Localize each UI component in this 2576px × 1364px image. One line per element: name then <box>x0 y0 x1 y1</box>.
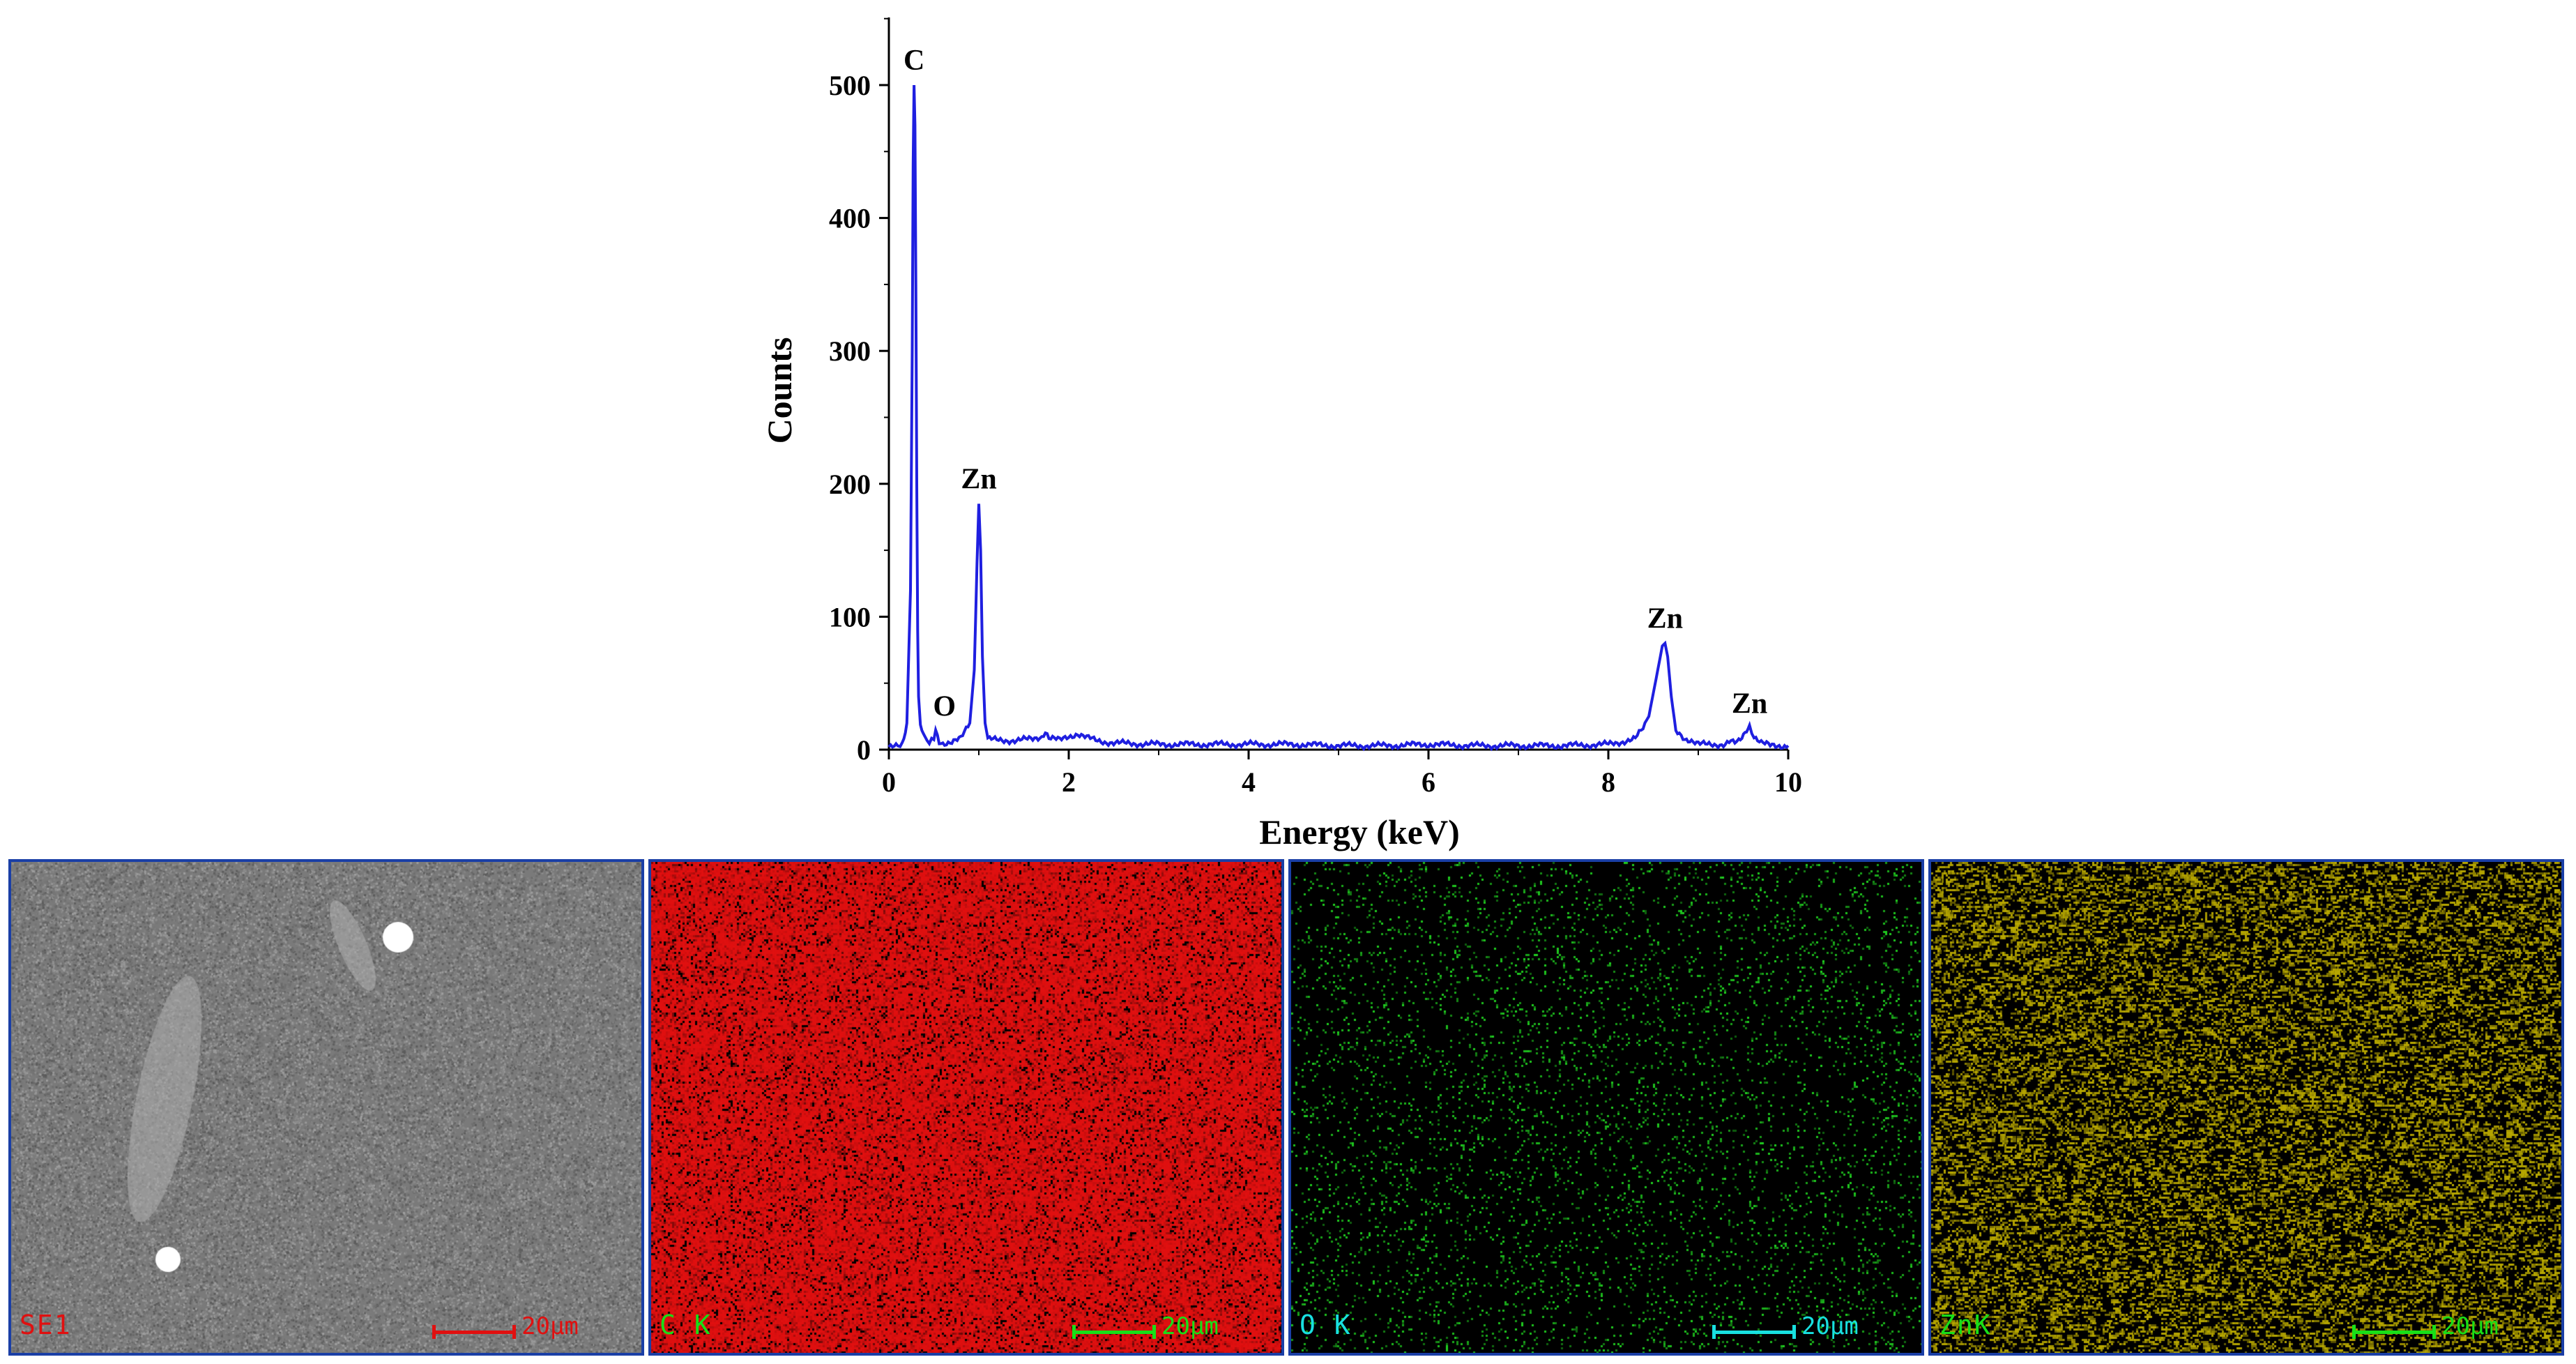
scale-text: 20μm <box>2441 1312 2499 1340</box>
oxygen-map-image <box>1291 862 1921 1353</box>
sem-image <box>11 862 641 1353</box>
y-tick-label: 500 <box>829 70 871 101</box>
y-tick-label: 400 <box>829 203 871 234</box>
map-panel-se1: SE1 20μm <box>8 859 644 1356</box>
scale-text: 20μm <box>1801 1312 1859 1340</box>
scale-text: 20μm <box>521 1312 579 1340</box>
y-tick-label: 100 <box>829 601 871 632</box>
map-label: SE1 <box>20 1310 72 1340</box>
peak-label: Zn <box>1732 688 1767 720</box>
map-panel-o-k: O K 20μm <box>1288 859 1924 1356</box>
y-axis-label: Counts <box>760 338 799 444</box>
eds-spectrum-chart: 0 100 200 300 400 500 0 2 4 6 8 10 C O Zn Zn Zn Counts E… <box>760 17 1802 851</box>
scale-bar: 20μm <box>432 1312 613 1340</box>
y-tick-label: 200 <box>829 469 871 500</box>
x-axis-label: Energy (keV) <box>1259 812 1459 851</box>
plot-area: 0 100 200 300 400 500 0 2 4 6 8 10 C O Zn Zn Zn <box>829 17 1802 798</box>
zinc-map-image <box>1931 862 2561 1353</box>
x-tick-label: 2 <box>1062 766 1076 798</box>
peak-label: Zn <box>1647 603 1683 635</box>
map-label: ZnK <box>1939 1310 1992 1340</box>
peak-label: Zn <box>961 463 996 495</box>
peak-label: C <box>904 45 924 77</box>
x-tick-label: 0 <box>882 766 896 798</box>
peak-label: O <box>933 690 956 722</box>
x-tick-label: 8 <box>1601 766 1615 798</box>
map-label: C K <box>660 1310 712 1340</box>
scale-bar: 20μm <box>1712 1312 1893 1340</box>
x-tick-label: 6 <box>1422 766 1435 798</box>
x-tick-label: 4 <box>1242 766 1256 798</box>
scale-text: 20μm <box>1161 1312 1219 1340</box>
map-panel-zn-k: ZnK 20μm <box>1928 859 2564 1356</box>
scale-bar: 20μm <box>1072 1312 1253 1340</box>
scale-bar: 20μm <box>2352 1312 2533 1340</box>
y-tick-label: 300 <box>829 335 871 367</box>
map-label: O K <box>1300 1310 1352 1340</box>
map-panel-c-k: C K 20μm <box>648 859 1284 1356</box>
y-tick-label: 0 <box>857 734 871 766</box>
carbon-map-image <box>651 862 1281 1353</box>
x-tick-label: 10 <box>1774 766 1802 798</box>
spectrum-line <box>887 84 1790 752</box>
